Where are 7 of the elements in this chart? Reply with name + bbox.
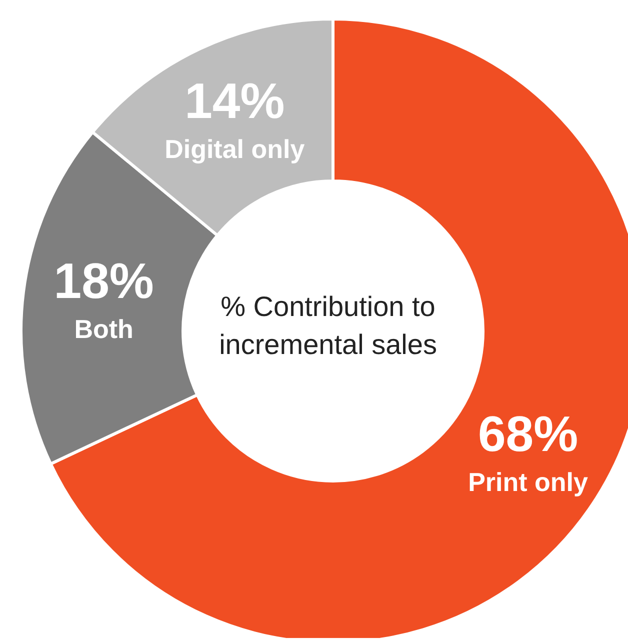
data-label: 14% [184, 72, 285, 129]
slice-label: Digital only [164, 134, 306, 164]
slice-label: Print only [468, 466, 589, 497]
text: % Contribution to incremental sales [218, 290, 438, 362]
data-label: 68% [478, 406, 578, 462]
data-label: 18% [54, 253, 154, 310]
slice-label: Both [74, 314, 134, 344]
